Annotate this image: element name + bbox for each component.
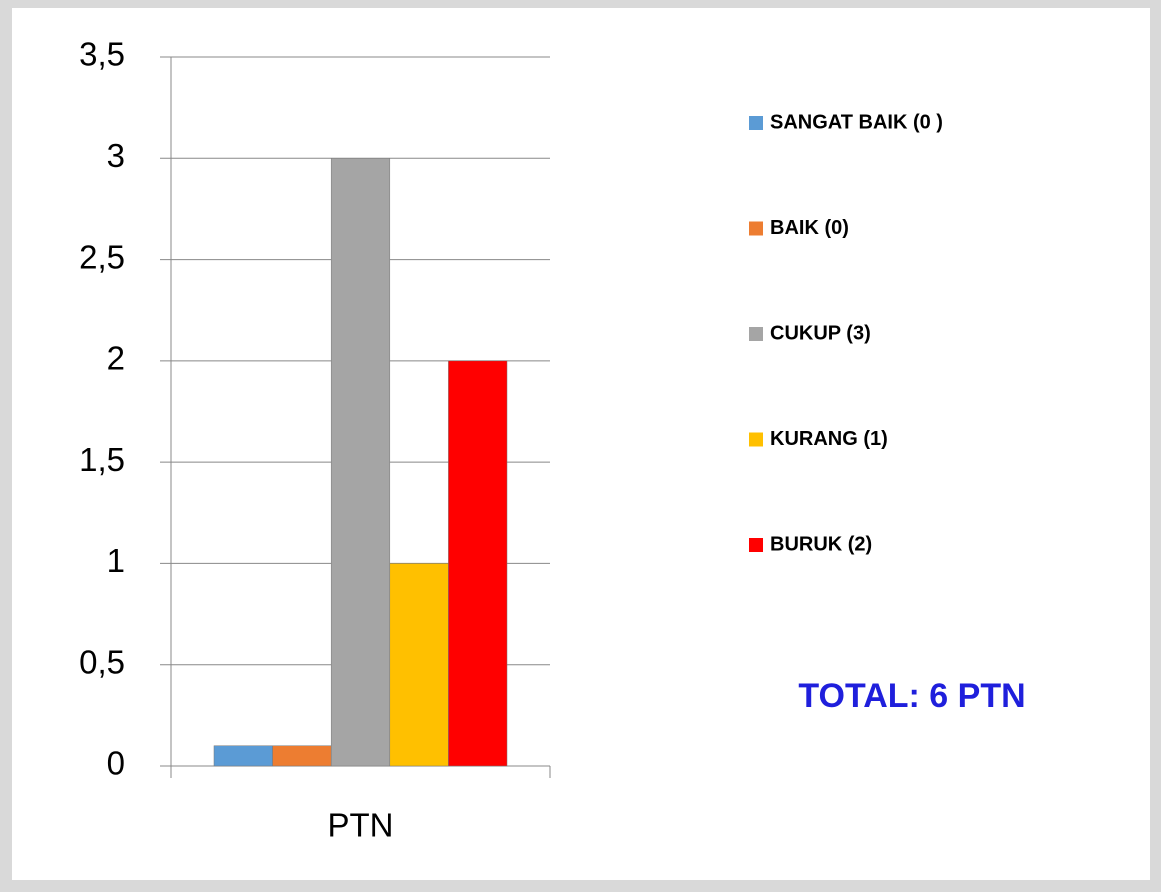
- legend-label: BAIK (0): [770, 217, 849, 239]
- y-tick-label: 3,5: [79, 36, 125, 73]
- legend-label: CUKUP (3): [770, 322, 871, 344]
- y-tick-label: 0: [107, 745, 125, 782]
- legend-label: SANGAT BAIK (0 ): [770, 111, 943, 133]
- legend-swatch: [749, 538, 763, 552]
- y-tick-label: 1: [107, 542, 125, 579]
- bar: [448, 360, 508, 767]
- y-tick-label: 2: [107, 340, 125, 377]
- legend-swatch: [749, 116, 763, 130]
- bar: [213, 745, 273, 767]
- panel: [12, 8, 1150, 880]
- y-tick-label: 3: [107, 137, 125, 174]
- legend-swatch: [749, 432, 763, 447]
- legend-swatch: [749, 327, 763, 341]
- y-tick-label: 0,5: [79, 643, 125, 680]
- legend-label: KURANG (1): [770, 428, 888, 450]
- x-tick-label: PTN: [328, 807, 394, 844]
- bar: [330, 158, 391, 767]
- y-tick-label: 1,5: [79, 441, 125, 478]
- legend-swatch: [749, 221, 763, 236]
- bar: [389, 563, 449, 767]
- y-tick-label: 2,5: [79, 238, 125, 275]
- legend-label: BURUK (2): [770, 533, 872, 555]
- annotation: TOTAL: 6 PTN: [798, 677, 1025, 715]
- bar: [272, 745, 332, 767]
